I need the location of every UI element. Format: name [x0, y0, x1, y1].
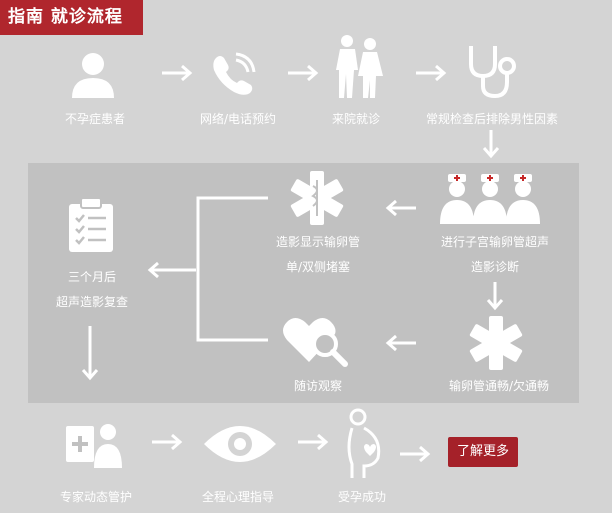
arrow-right-icon	[286, 63, 320, 83]
patient-icon	[68, 50, 118, 100]
eye-icon	[202, 422, 278, 466]
pregnant-woman-icon	[342, 408, 386, 480]
step-pregnancy-success: 受孕成功	[337, 490, 387, 504]
arrow-down-icon	[485, 280, 505, 312]
step-hsg-line1: 进行子宫输卵管超声	[440, 235, 550, 249]
learn-more-button[interactable]: 了解更多	[448, 437, 518, 467]
step-tube-status: 输卵管通畅/欠通畅	[448, 379, 550, 393]
medical-team-icon	[438, 172, 542, 224]
couple-walking-icon	[328, 34, 386, 100]
stethoscope-icon	[463, 42, 519, 100]
clipboard-checklist-icon	[66, 196, 116, 254]
phone-icon	[210, 52, 256, 98]
arrow-right-icon	[160, 63, 194, 83]
step-hsg-line2: 造影诊断	[470, 260, 520, 274]
step-infertile-patient: 不孕症患者	[64, 112, 126, 126]
heart-magnifier-icon	[281, 312, 351, 368]
arrow-right-icon	[296, 432, 330, 452]
arrow-right-icon	[398, 444, 432, 464]
arrow-down-icon	[80, 324, 100, 382]
step-blocked-line2: 单/双侧堵塞	[285, 260, 351, 274]
step-expert-management: 专家动态管护	[59, 490, 133, 504]
arrow-left-icon	[384, 333, 418, 353]
step-three-months-line1: 三个月后	[67, 270, 117, 284]
arrow-left-icon	[384, 198, 418, 218]
page-title: 指南 就诊流程	[0, 0, 143, 35]
step-follow-up: 随访观察	[293, 379, 343, 393]
arrow-left-icon	[146, 260, 198, 280]
step-routine-exam: 常规检查后排除男性因素	[425, 112, 559, 126]
doctor-record-icon	[64, 420, 126, 470]
arrow-right-icon	[414, 63, 448, 83]
arrow-down-icon	[481, 128, 501, 160]
medical-star-icon	[289, 170, 345, 226]
bracket-connector	[196, 196, 270, 342]
step-blocked-line1: 造影显示输卵管	[275, 235, 361, 249]
step-phone-booking: 网络/电话预约	[199, 112, 277, 126]
step-visit-hospital: 来院就诊	[331, 112, 381, 126]
step-three-months-line2: 超声造影复查	[55, 295, 129, 309]
medical-star-icon	[468, 315, 524, 371]
arrow-right-icon	[150, 432, 184, 452]
step-psych-guidance: 全程心理指导	[201, 490, 275, 504]
